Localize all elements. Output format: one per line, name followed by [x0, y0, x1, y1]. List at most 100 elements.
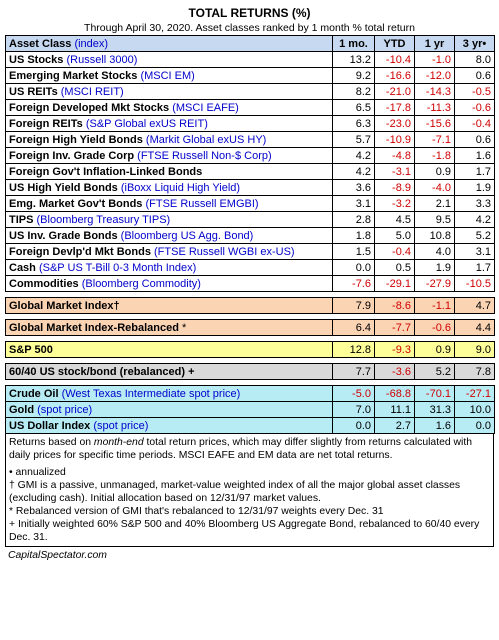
value-ytd: -8.6: [374, 297, 415, 314]
asset-index: (MSCI EM): [140, 69, 195, 82]
value-ytd: -3.6: [374, 363, 415, 380]
table-row: US REITs (MSCI REIT) 8.2 -21.0 -14.3 -0.5: [5, 83, 495, 100]
value-1-month: 5.7: [332, 131, 375, 148]
value-1-year: 0.9: [414, 163, 455, 180]
value-1-year: 0.9: [414, 341, 455, 358]
value-3-year: 3.1: [454, 243, 495, 260]
asset-name-cell: Emerging Market Stocks (MSCI EM): [5, 67, 333, 84]
value-3-year: -0.6: [454, 99, 495, 116]
value-3-year: 1.9: [454, 179, 495, 196]
asset-index: (MSCI EAFE): [172, 101, 239, 114]
value-1-year: -1.8: [414, 147, 455, 164]
asset-name-cell: Crude Oil (West Texas Intermediate spot …: [5, 385, 333, 402]
value-1-month: 4.2: [332, 147, 375, 164]
asset-index: (S&P US T-Bill 0-3 Month Index): [38, 261, 197, 274]
value-ytd: 0.5: [374, 259, 415, 276]
value-1-month: 7.7: [332, 363, 375, 380]
value-ytd: 11.1: [374, 401, 415, 418]
value-1-year: -0.6: [414, 319, 455, 336]
value-1-month: 0.0: [332, 259, 375, 276]
asset-index: (Bloomberg US Agg. Bond): [120, 229, 254, 242]
asset-index: (MSCI REIT): [60, 85, 124, 98]
value-ytd: -10.4: [374, 51, 415, 68]
asset-name: Emg. Market Gov't Bonds: [9, 197, 143, 210]
asset-index: (West Texas Intermediate spot price): [61, 387, 241, 400]
table-header-row: Asset Class (index) 1 mo. YTD 1 yr 3 yr•: [5, 35, 495, 52]
asset-index: (S&P Global exUS REIT): [85, 117, 208, 130]
asset-name: Foreign Inv. Grade Corp: [9, 149, 135, 162]
table-row: US Stocks (Russell 3000) 13.2 -10.4 -1.0 8.0: [5, 51, 495, 68]
header-1-month: 1 mo.: [332, 35, 375, 52]
asset-name-cell: Foreign Devlp'd Mkt Bonds (FTSE Russell …: [5, 243, 333, 260]
asset-name: Emerging Market Stocks: [9, 69, 138, 82]
asset-name-cell: Commodities (Bloomberg Commodity): [5, 275, 333, 292]
asset-name: US High Yield Bonds: [9, 181, 118, 194]
asset-name: TIPS: [9, 213, 34, 226]
value-1-month: -7.6: [332, 275, 375, 292]
asset-name: Foreign Developed Mkt Stocks: [9, 101, 170, 114]
value-ytd: -8.9: [374, 179, 415, 196]
asset-index: (spot price): [37, 403, 93, 416]
value-1-year: -12.0: [414, 67, 455, 84]
asset-name: Cash: [9, 261, 36, 274]
asset-name: Foreign Devlp'd Mkt Bonds: [9, 245, 151, 258]
asset-index: (FTSE Russell EMGBI): [145, 197, 259, 210]
header-asset-class: Asset Class (index): [5, 35, 333, 52]
value-3-year: 0.6: [454, 67, 495, 84]
note-annualized: • annualized: [9, 467, 66, 478]
table-row: Global Market Index-Rebalanced * 6.4 -7.7-…: [5, 319, 495, 336]
value-1-month: 7.9: [332, 297, 375, 314]
value-1-month: 6.4: [332, 319, 375, 336]
value-1-year: 2.1: [414, 195, 455, 212]
asset-name-cell: Emg. Market Gov't Bonds (FTSE Russell EM…: [5, 195, 333, 212]
value-3-year: -0.5: [454, 83, 495, 100]
asset-index: (iBoxx Liquid High Yield): [120, 181, 241, 194]
value-1-month: 1.8: [332, 227, 375, 244]
value-ytd: -9.3: [374, 341, 415, 358]
table-row: TIPS (Bloomberg Treasury TIPS) 2.8 4.5 9.5 4…: [5, 211, 495, 228]
asset-name: Foreign Gov't Inflation-Linked Bonds: [9, 165, 203, 178]
value-3-year: 5.2: [454, 227, 495, 244]
value-3-year: 4.7: [454, 297, 495, 314]
asset-name-cell: Cash (S&P US T-Bill 0-3 Month Index): [5, 259, 333, 276]
table-row: Foreign High Yield Bonds (Markit Global …: [5, 131, 495, 148]
value-1-month: -5.0: [332, 385, 375, 402]
asset-name: Commodities: [9, 277, 79, 290]
value-ytd: -29.1: [374, 275, 415, 292]
asset-name-cell: US REITs (MSCI REIT): [5, 83, 333, 100]
footer-source: CapitalSpectator.com: [8, 550, 107, 561]
value-3-year: 8.0: [454, 51, 495, 68]
value-1-year: 10.8: [414, 227, 455, 244]
value-1-year: -4.0: [414, 179, 455, 196]
asset-name-cell: US Inv. Grade Bonds (Bloomberg US Agg. B…: [5, 227, 333, 244]
value-ytd: -21.0: [374, 83, 415, 100]
value-1-month: 9.2: [332, 67, 375, 84]
asset-name: Gold: [9, 403, 35, 416]
value-3-year: -0.4: [454, 115, 495, 132]
value-1-year: -14.3: [414, 83, 455, 100]
notes: Returns based on month-end total return …: [5, 434, 494, 547]
table-row: Gold (spot price) 7.0 11.1 31.3 10.0: [5, 401, 495, 418]
asset-name-cell: Foreign REITs (S&P Global exUS REIT): [5, 115, 333, 132]
value-1-year: 1.6: [414, 417, 455, 434]
asset-name-cell: US Stocks (Russell 3000): [5, 51, 333, 68]
value-3-year: -10.5: [454, 275, 495, 292]
value-1-year: 4.0: [414, 243, 455, 260]
value-ytd: -68.8: [374, 385, 415, 402]
asset-name-cell: Foreign Inv. Grade Corp (FTSE Russell No…: [5, 147, 333, 164]
asset-name-cell: US High Yield Bonds (iBoxx Liquid High Y…: [5, 179, 333, 196]
asset-name-cell: Global Market Index†: [5, 297, 333, 314]
value-1-month: 0.0: [332, 417, 375, 434]
table-row: US Inv. Grade Bonds (Bloomberg US Agg. B…: [5, 227, 495, 244]
value-3-year: 1.7: [454, 259, 495, 276]
table-row: Foreign Devlp'd Mkt Bonds (FTSE Russell …: [5, 243, 495, 260]
asset-index: (spot price): [93, 419, 149, 432]
table-row: US High Yield Bonds (iBoxx Liquid High Y…: [5, 179, 495, 196]
value-1-year: 1.9: [414, 259, 455, 276]
value-ytd: -3.1: [374, 163, 415, 180]
table-row: Emerging Market Stocks (MSCI EM) 9.2 -16.6…: [5, 67, 495, 84]
value-1-month: 1.5: [332, 243, 375, 260]
asset-name: US Stocks: [9, 53, 64, 66]
value-3-year: 1.7: [454, 163, 495, 180]
value-1-month: 13.2: [332, 51, 375, 68]
